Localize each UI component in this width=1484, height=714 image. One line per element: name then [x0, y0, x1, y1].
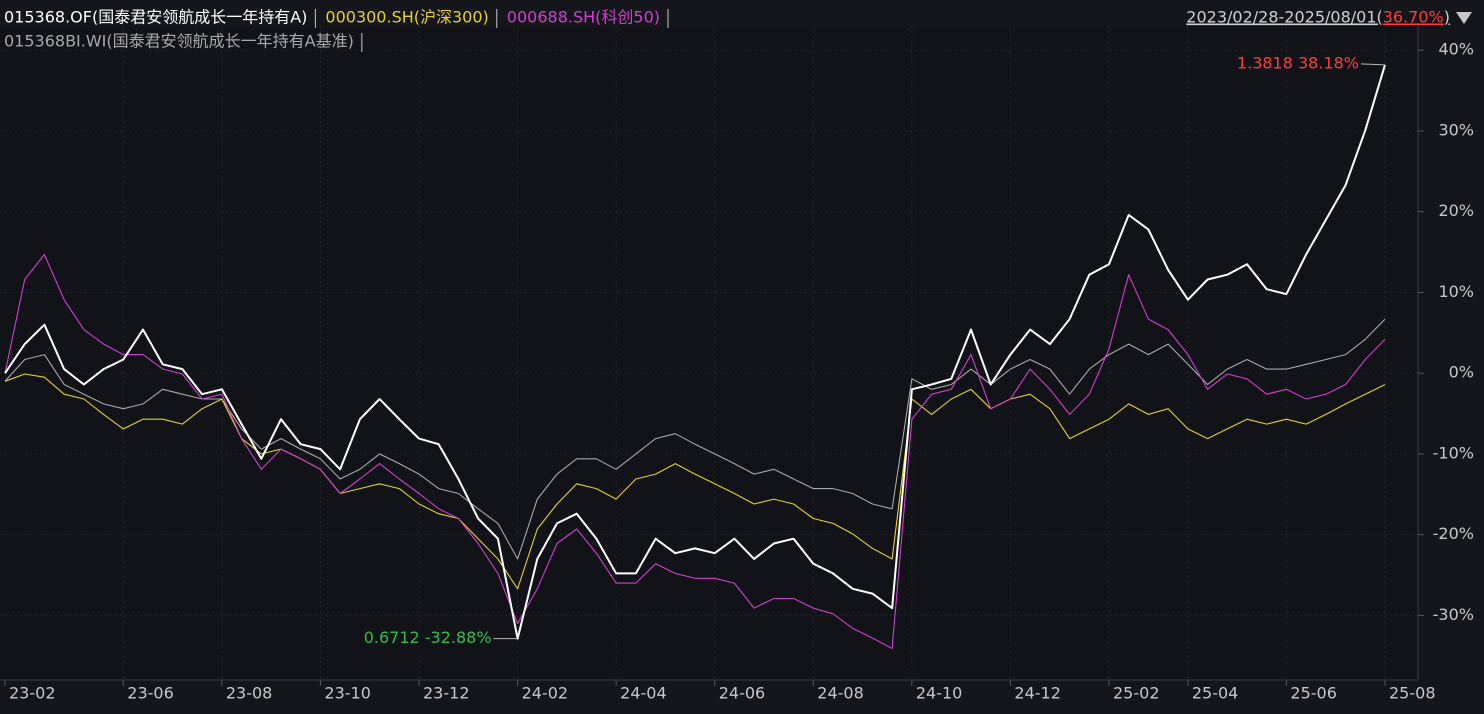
y-tick-label: 20% — [1438, 201, 1474, 220]
x-tick-label: 23-12 — [423, 684, 470, 703]
x-tick-label: 25-06 — [1290, 684, 1337, 703]
x-tick-label: 25-08 — [1389, 684, 1436, 703]
x-tick-label: 24-04 — [620, 684, 667, 703]
x-tick-label: 24-02 — [522, 684, 569, 703]
x-tick-label: 23-08 — [226, 684, 273, 703]
legend-entry: 015368.OF(国泰君安领航成长一年持有A) — [4, 8, 307, 27]
x-tick-label: 25-02 — [1113, 684, 1160, 703]
y-tick-label: 30% — [1438, 120, 1474, 139]
period-end: ) — [1444, 8, 1450, 27]
y-tick-label: -30% — [1433, 605, 1474, 624]
y-tick-label: -10% — [1433, 443, 1474, 462]
period-info: 2023/02/28-2025/08/01( 36.70% ) — [1186, 8, 1450, 27]
dropdown-icon[interactable] — [1456, 12, 1472, 24]
annotation: 0.6712 -32.88% — [364, 628, 492, 647]
series-line — [4, 373, 1386, 590]
x-tick-label: 23-06 — [127, 684, 173, 703]
x-tick-label: 24-12 — [1014, 684, 1061, 703]
series-line — [4, 64, 1386, 640]
x-tick-label: 24-08 — [817, 684, 864, 703]
annotation: 1.3818 38.18% — [1237, 53, 1359, 72]
x-tick-label: 24-06 — [719, 684, 766, 703]
annotation-pointer — [1360, 63, 1386, 66]
x-tick-label: 24-10 — [916, 684, 963, 703]
y-tick-label: 10% — [1438, 282, 1474, 301]
x-tick-label: 23-10 — [324, 684, 371, 703]
y-tick-label: 40% — [1438, 40, 1474, 59]
y-tick-label: -20% — [1433, 524, 1474, 543]
period-return: 36.70% — [1383, 8, 1444, 27]
series-line — [4, 318, 1386, 560]
x-tick-label: 25-04 — [1192, 684, 1239, 703]
legend-entry: 000688.SH(科创50) — [507, 8, 660, 27]
legend-entry: 015368BI.WI(国泰君安领航成长一年持有A基准) — [4, 32, 354, 51]
plot-area — [0, 26, 1418, 680]
series-line — [4, 253, 1386, 650]
x-tick-label: 23-02 — [9, 684, 56, 703]
y-tick-label: 0% — [1449, 363, 1474, 382]
period-range: 2023/02/28-2025/08/01( — [1186, 8, 1382, 27]
legend-entry: 000300.SH(沪深300) — [325, 8, 488, 27]
